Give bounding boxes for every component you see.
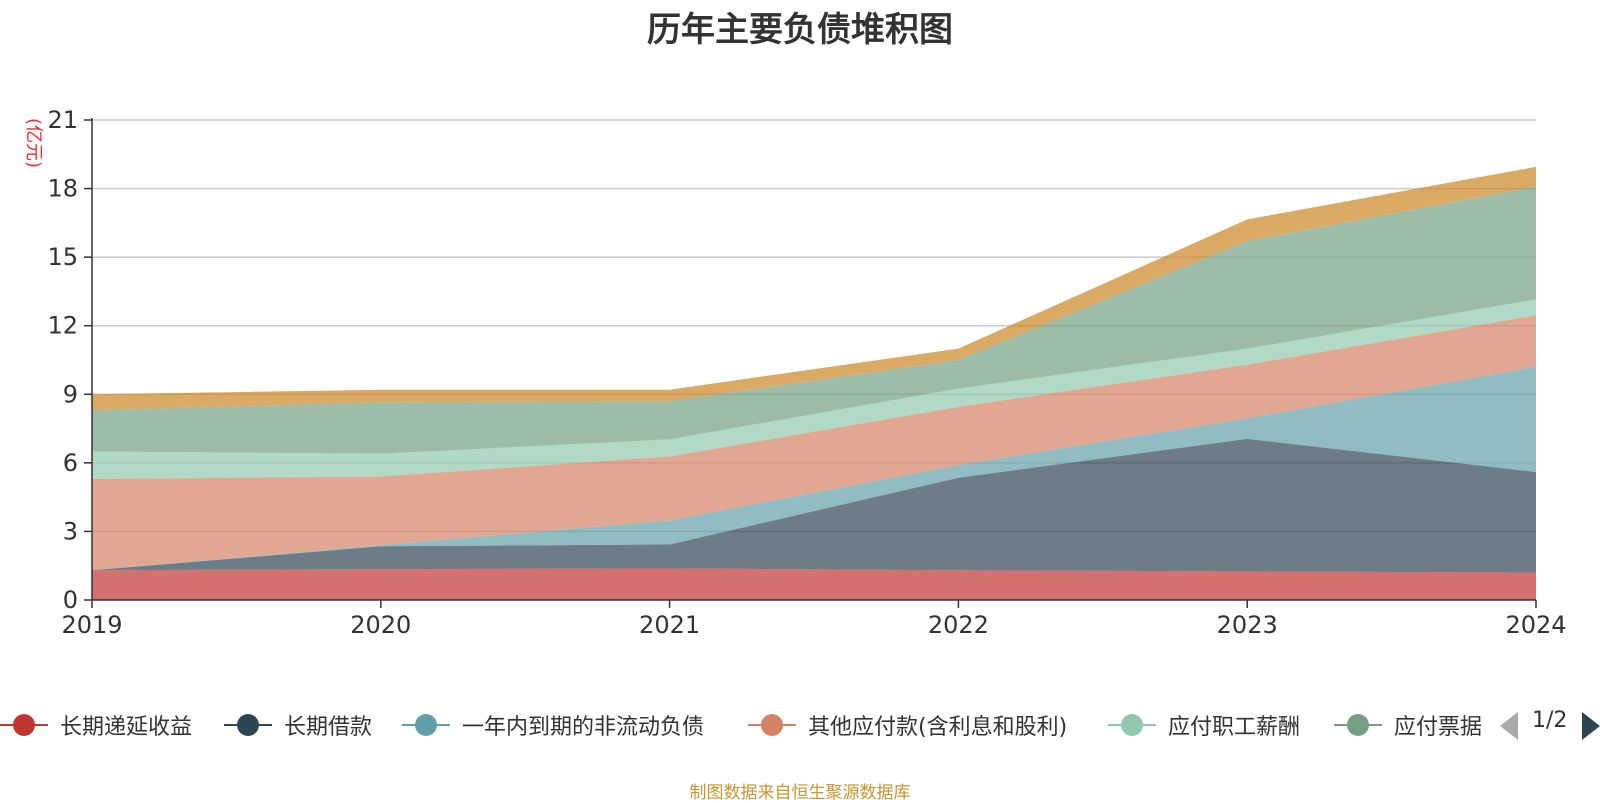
source-note: 制图数据来自恒生聚源数据库: [689, 783, 911, 803]
y-axis-unit-label: (亿元): [23, 118, 44, 168]
legend-label: 长期借款: [284, 715, 373, 740]
legend-item-2[interactable]: 一年内到期的非流动负债: [402, 700, 732, 750]
area-series-0: [92, 568, 1536, 600]
legend-marker: [402, 700, 450, 750]
area-series-1: [92, 438, 1536, 573]
stacked-areas: [92, 166, 1536, 600]
legend-label: 其他应付款(含利息和股利): [808, 715, 1068, 740]
legend-item-0[interactable]: 长期递延收益: [0, 700, 210, 750]
x-tick-label: 2023: [1217, 611, 1278, 639]
legend-label: 一年内到期的非流动负债: [462, 715, 705, 740]
legend: 长期递延收益 长期借款 一年内到期的非流动负债 其他应付款(含利息和股利) 应付职工薪酬…: [0, 700, 1600, 750]
legend-prev-page-button[interactable]: [1500, 712, 1518, 740]
x-tick-label: 2021: [639, 611, 700, 639]
area-series-4: [92, 299, 1536, 479]
area-series-3: [92, 315, 1536, 571]
legend-marker: [224, 700, 272, 750]
legend-page-indicator: 1/2: [1532, 708, 1568, 733]
legend-next-page-button[interactable]: [1582, 712, 1600, 740]
legend-marker: [0, 700, 48, 750]
legend-item-1[interactable]: 长期借款: [224, 700, 384, 750]
legend-marker: [748, 700, 796, 750]
chart-title: 历年主要负债堆积图: [647, 10, 953, 50]
x-tick-label: 2024: [1505, 611, 1566, 639]
y-tick-label: 18: [47, 175, 78, 203]
legend-item-4[interactable]: 应付职工薪酬: [1108, 700, 1318, 750]
legend-marker: [1334, 700, 1382, 750]
y-tick-label: 15: [47, 243, 78, 271]
y-tick-label: 21: [47, 106, 78, 134]
area-series-5: [92, 186, 1536, 454]
x-tick-label: 2022: [928, 611, 989, 639]
y-tick-label: 3: [63, 517, 78, 545]
y-tick-label: 9: [63, 380, 78, 408]
legend-marker: [1108, 700, 1156, 750]
legend-pager: 1/2: [1500, 700, 1600, 750]
x-tick-label: 2020: [350, 611, 411, 639]
y-tick-label: 0: [63, 586, 78, 614]
legend-label: 应付票据: [1394, 715, 1482, 740]
legend-label: 应付职工薪酬: [1168, 715, 1301, 740]
x-tick-label: 2019: [61, 611, 122, 639]
legend-item-5[interactable]: 应付票据: [1334, 700, 1482, 750]
legend-label: 长期递延收益: [60, 715, 193, 740]
axes: 0 3 6 9 12 15 18 21 2019 2020 2021 2022 2023 2024: [47, 106, 1566, 639]
y-tick-label: 12: [47, 312, 78, 340]
y-tick-label: 6: [63, 449, 78, 477]
legend-item-3[interactable]: 其他应付款(含利息和股利): [748, 700, 1088, 750]
